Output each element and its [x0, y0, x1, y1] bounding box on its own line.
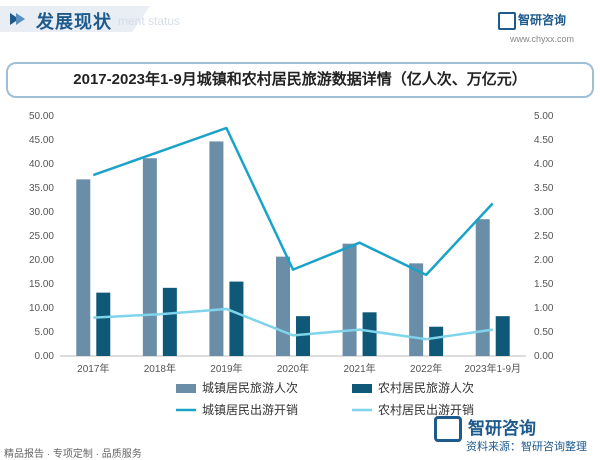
left-axis-tick-label: 25.00	[29, 231, 54, 242]
left-axis-tick-label: 45.00	[29, 135, 54, 146]
legend-label-rural-trips: 农村居民旅游人次	[378, 381, 474, 395]
bar-urban-trips	[342, 243, 357, 356]
right-axis-tick-label: 3.00	[534, 207, 554, 218]
footer-brand: 智研咨询	[468, 419, 536, 438]
right-axis-tick-label: 0.50	[534, 327, 554, 338]
left-axis-tick-label: 10.00	[29, 303, 54, 314]
legend-label-rural-spending: 农村居民出游开销	[378, 403, 474, 417]
right-axis-tick-label: 1.00	[534, 303, 554, 314]
header: 发展现状 ment status 智研咨询 www.chyxx.com	[0, 0, 600, 52]
bar-urban-trips	[276, 256, 290, 356]
left-axis-tick-label: 30.00	[29, 207, 54, 218]
right-axis-tick-label: 0.00	[534, 351, 554, 362]
x-axis-tick-label: 2021年	[343, 362, 375, 375]
bar-urban-trips	[142, 158, 157, 356]
data-source: 资料来源：智研咨询整理	[466, 441, 587, 453]
left-axis-tick-label: 20.00	[29, 255, 54, 266]
line-urban-spending	[92, 126, 494, 277]
brand-name: 智研咨询	[518, 13, 567, 27]
footer-tagline: 精品报告 · 专项定制 · 品质服务	[4, 449, 142, 460]
line-rural-spending	[93, 307, 493, 341]
left-axis-tick-label: 15.00	[29, 279, 54, 290]
bar-rural-trips	[495, 316, 510, 356]
footer-logo-icon	[434, 416, 462, 442]
bar-rural-trips	[162, 287, 177, 356]
brand-logo-icon	[498, 12, 516, 30]
bar-urban-trips	[209, 141, 224, 356]
section-title: 发展现状	[36, 12, 112, 32]
x-axis-tick-label: 2018年	[144, 362, 176, 375]
right-axis-tick-label: 2.00	[534, 255, 554, 266]
bar-rural-trips	[429, 326, 444, 356]
bar-rural-trips	[229, 281, 244, 356]
right-axis-tick-label: 3.50	[534, 183, 554, 194]
legend-swatch-urban-trips	[176, 384, 196, 393]
section-subtitle: ment status	[118, 14, 181, 28]
chart-title: 2017-2023年1-9月城镇和农村居民旅游数据详情（亿人次、万亿元）	[6, 62, 594, 98]
bar-rural-trips	[96, 292, 111, 356]
left-axis-tick-label: 0.00	[35, 351, 55, 362]
right-axis-tick-label: 4.50	[534, 135, 554, 146]
footer: 精品报告 · 专项定制 · 品质服务 智研咨询 资料来源：智研咨询整理	[0, 416, 600, 460]
x-axis-tick-label: 2017年	[77, 362, 109, 375]
legend-label-urban-spending: 城镇居民出游开销	[202, 403, 298, 417]
right-axis-tick-label: 1.50	[534, 279, 554, 290]
bar-urban-trips	[409, 263, 424, 356]
x-axis-tick-label: 2023年1-9月	[464, 362, 521, 375]
left-axis-tick-label: 5.00	[35, 327, 55, 338]
left-axis-tick-label: 50.00	[29, 111, 54, 122]
brand-url: www.chyxx.com	[510, 34, 575, 44]
right-axis-tick-label: 5.00	[534, 111, 554, 122]
x-axis-tick-label: 2020年	[277, 362, 309, 375]
bar-rural-trips	[296, 316, 310, 356]
right-axis-tick-label: 4.00	[534, 159, 554, 170]
header-arrow-icon	[10, 13, 25, 25]
bar-urban-trips	[475, 219, 490, 356]
x-axis-tick-label: 2019年	[210, 362, 242, 375]
right-axis-tick-label: 2.50	[534, 231, 554, 242]
bar-rural-trips	[362, 312, 377, 356]
left-axis-tick-label: 40.00	[29, 159, 54, 170]
legend-swatch-rural-trips	[352, 384, 372, 393]
legend-label-urban-trips: 城镇居民旅游人次	[202, 381, 298, 395]
bar-urban-trips	[76, 179, 91, 356]
left-axis-tick-label: 35.00	[29, 183, 54, 194]
x-axis-tick-label: 2022年	[410, 362, 442, 375]
combo-chart: 0.00 5.00 10.00 15.00 20.00 25.00 30.00 35.00 40…	[29, 111, 554, 417]
